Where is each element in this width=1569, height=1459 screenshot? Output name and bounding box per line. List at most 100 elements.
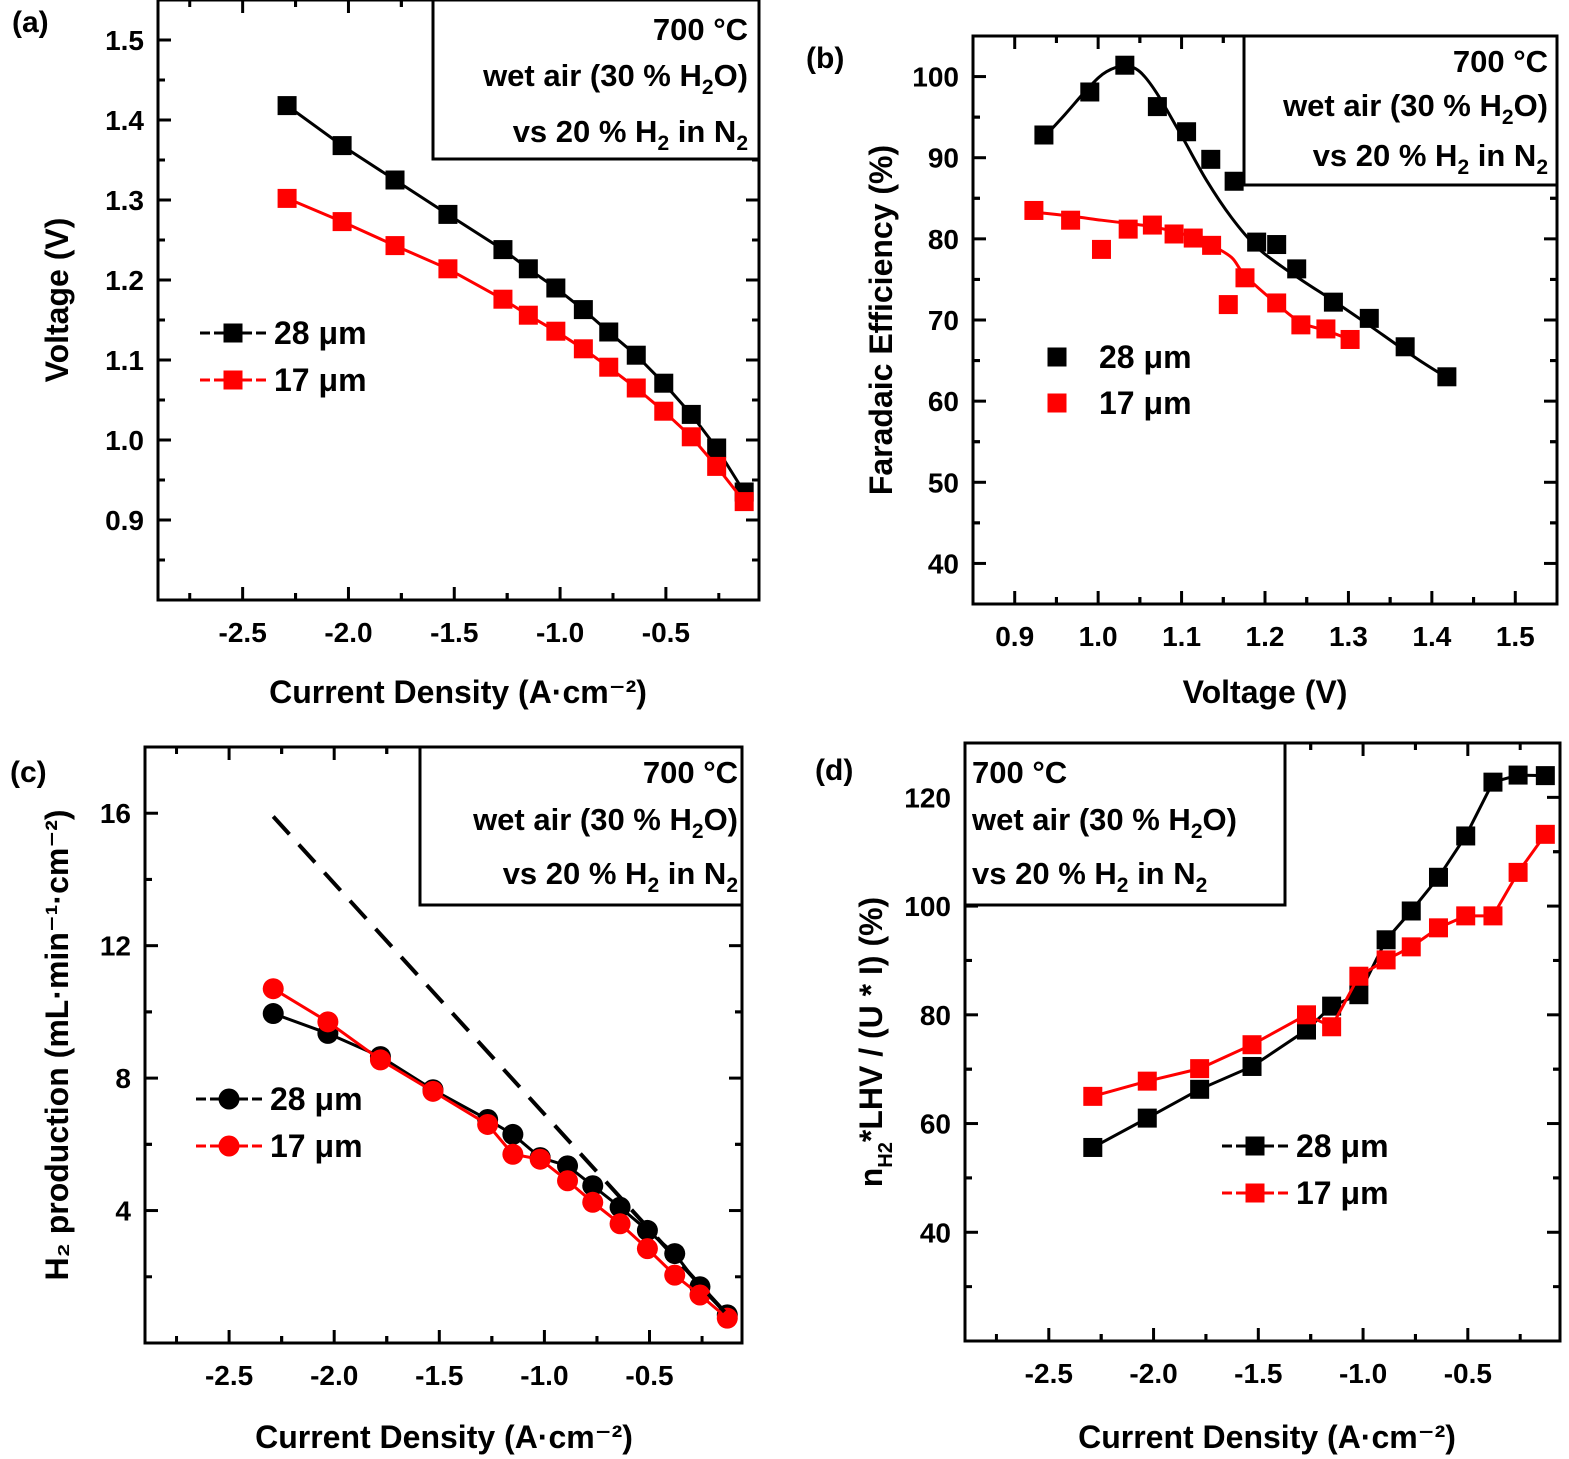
data-point <box>1483 772 1503 792</box>
data-point <box>1137 1071 1157 1091</box>
legend-label: 17 μm <box>1099 385 1192 421</box>
data-point <box>1190 1079 1210 1099</box>
data-point <box>1483 906 1503 926</box>
legend-entry: 17 μm <box>1047 385 1192 421</box>
data-point <box>1376 950 1396 970</box>
panel-c: (c) -2.5 -2.0 -1.5 -1.0 -0.5 4 8 12 16 Current Den… <box>10 745 744 1455</box>
legend: 28 μm 17 μm <box>1047 339 1192 421</box>
x-axis-title: Current Density (A·cm⁻²) <box>255 1419 633 1455</box>
panel-label: (a) <box>12 6 49 39</box>
data-point <box>636 1238 658 1260</box>
legend-marker <box>223 370 243 390</box>
data-point <box>1190 1059 1210 1079</box>
x-tick-label: -2.0 <box>310 1360 358 1391</box>
data-point <box>546 278 566 298</box>
condition-fuel-electrode: vs 20 % H2 in N2 <box>972 856 1207 897</box>
y-tick-label: 50 <box>928 467 959 498</box>
data-point <box>1164 224 1184 244</box>
legend-label: 28 μm <box>270 1081 363 1117</box>
data-point <box>477 1113 499 1135</box>
x-axis-title: Voltage (V) <box>1183 674 1348 710</box>
x-tick-label: -1.5 <box>430 617 478 648</box>
data-point <box>626 345 646 365</box>
data-point <box>1291 315 1311 335</box>
data-point <box>654 401 674 421</box>
y-tick-label: 4 <box>115 1196 131 1227</box>
x-tick-label: -0.5 <box>1444 1358 1492 1389</box>
conditions-frame <box>418 745 744 907</box>
conditions-frame <box>1242 34 1559 187</box>
series-17μm <box>1083 824 1555 1106</box>
data-point <box>1340 329 1360 349</box>
data-point <box>1235 268 1255 288</box>
data-point <box>422 1080 444 1102</box>
data-point <box>573 300 593 320</box>
x-axis-title: Current Density (A·cm⁻²) <box>269 674 647 710</box>
series-28μm <box>1034 55 1457 387</box>
data-point <box>518 259 538 279</box>
data-point <box>689 1284 711 1306</box>
data-point <box>1322 996 1342 1016</box>
data-point <box>1267 293 1287 313</box>
data-point <box>636 1219 658 1241</box>
data-point <box>1118 219 1138 239</box>
x-tick-label: -1.5 <box>415 1360 463 1391</box>
panel-a: (a) -2.5 -2.0 -1.5 -1.0 -0.5 0.9 1.0 1.1 1.2 1.3 1.… <box>12 0 761 710</box>
y-tick-label: 16 <box>100 798 131 829</box>
y-axis-title: Voltage (V) <box>39 218 75 383</box>
legend-entry: 28 μm <box>196 1081 363 1117</box>
x-tick-label: -2.5 <box>205 1360 253 1391</box>
data-point <box>1349 985 1369 1005</box>
data-point <box>1535 824 1555 844</box>
y-tick-label: 90 <box>928 143 959 174</box>
data-point <box>1202 235 1222 255</box>
x-tick-label: -1.0 <box>520 1360 568 1391</box>
data-point <box>664 1264 686 1286</box>
y-tick-label: 0.9 <box>105 505 144 536</box>
y-tick-label: 60 <box>920 1109 951 1140</box>
data-point <box>332 136 352 156</box>
x-tick-label: -1.0 <box>1339 1358 1387 1389</box>
data-point <box>332 212 352 232</box>
legend: 28 μm 17 μm <box>196 1081 363 1164</box>
data-point <box>369 1049 391 1071</box>
y-axis-title: nH2*LHV / (U * I) (%) <box>853 897 897 1187</box>
data-point <box>681 404 701 424</box>
legend-entry: 17 μm <box>1222 1175 1389 1211</box>
data-point <box>609 1196 631 1218</box>
legend-entry: 28 μm <box>1047 339 1192 375</box>
y-tick-label: 70 <box>928 305 959 336</box>
data-point <box>599 357 619 377</box>
condition-temperature: 700 °C <box>643 755 738 790</box>
legend-label: 17 μm <box>1296 1175 1389 1211</box>
condition-oxygen-electrode: wet air (30 % H2O) <box>1282 88 1548 129</box>
data-point <box>1359 308 1379 328</box>
data-point <box>626 378 646 398</box>
x-tick-label: -0.5 <box>625 1360 673 1391</box>
data-point <box>681 427 701 447</box>
legend: 28 μm 17 μm <box>200 315 367 398</box>
data-point <box>1061 210 1081 230</box>
data-point <box>1296 1020 1316 1040</box>
data-point <box>573 339 593 359</box>
data-point <box>1142 215 1162 235</box>
data-point <box>1508 765 1528 785</box>
series-17μm <box>277 188 754 512</box>
condition-temperature: 700 °C <box>1453 44 1548 79</box>
data-point <box>262 1003 284 1025</box>
data-point <box>1456 826 1476 846</box>
data-point <box>277 96 297 116</box>
x-tick-label: -2.5 <box>1025 1358 1073 1389</box>
y-tick-label: 1.2 <box>105 265 144 296</box>
conditions-box: 700 °C wet air (30 % H2O) vs 20 % H2 in N2 <box>1242 34 1559 187</box>
x-tick-label: -1.5 <box>1234 1358 1282 1389</box>
data-point <box>1456 906 1476 926</box>
data-point <box>1395 337 1415 357</box>
y-tick-label: 12 <box>100 931 131 962</box>
data-point <box>1316 319 1336 339</box>
y-tick-label: 100 <box>912 62 959 93</box>
data-point <box>1183 228 1203 248</box>
series-line <box>286 104 746 493</box>
condition-fuel-electrode: vs 20 % H2 in N2 <box>513 114 748 155</box>
